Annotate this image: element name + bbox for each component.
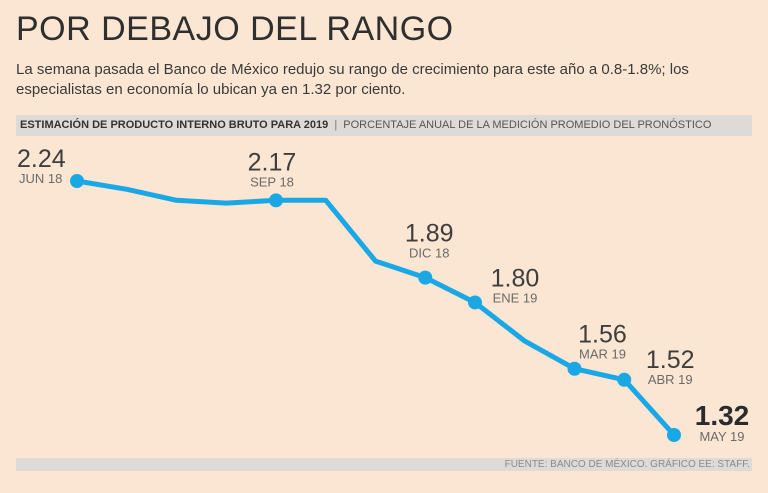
data-point-sep-18 (269, 193, 283, 208)
data-label-date: MAR 19 (579, 347, 626, 362)
data-label-value: 1.89 (405, 220, 454, 248)
data-label-date: ENE 19 (493, 290, 538, 305)
source-note: FUENTE: BANCO DE MÉXICO. GRÁFICO EE: STA… (504, 459, 750, 470)
data-point-jun-18 (70, 174, 84, 188)
chart-subtitle: La semana pasada el Banco de México redu… (16, 61, 689, 98)
data-point-dic-18 (418, 270, 433, 285)
data-label-date: ABR 19 (648, 372, 693, 387)
data-point-abr-19 (617, 372, 632, 387)
data-label-value: 1.52 (646, 346, 695, 374)
data-label-date: MAY 19 (699, 429, 744, 444)
data-label-value: 1.32 (695, 400, 750, 431)
data-label-value: 2.24 (17, 145, 66, 173)
data-points (70, 174, 681, 442)
chart-title: POR DEBAJO DEL RANGO (16, 10, 454, 48)
data-label-value: 2.17 (248, 148, 297, 176)
footer-bar (16, 458, 752, 471)
data-label-value: 1.80 (491, 264, 540, 292)
chart-header-bar: ESTIMACIÓN DE PRODUCTO INTERNO BRUTO PAR… (16, 115, 752, 136)
header-subtitle: PORCENTAJE ANUAL DE LA MEDICIÓN PROMEDIO… (343, 119, 712, 131)
data-label-date: DIC 18 (409, 246, 449, 261)
header-separator: | (334, 119, 338, 131)
data-label-date: JUN 18 (19, 171, 62, 186)
header-title: ESTIMACIÓN DE PRODUCTO INTERNO BRUTO PAR… (20, 119, 329, 131)
data-point-may-19 (667, 428, 681, 442)
series-line (74, 178, 677, 438)
data-label-value: 1.56 (578, 321, 627, 349)
data-point-ene-19 (468, 295, 482, 310)
data-point-mar-19 (567, 361, 582, 376)
data-label-date: SEP 18 (250, 174, 294, 189)
